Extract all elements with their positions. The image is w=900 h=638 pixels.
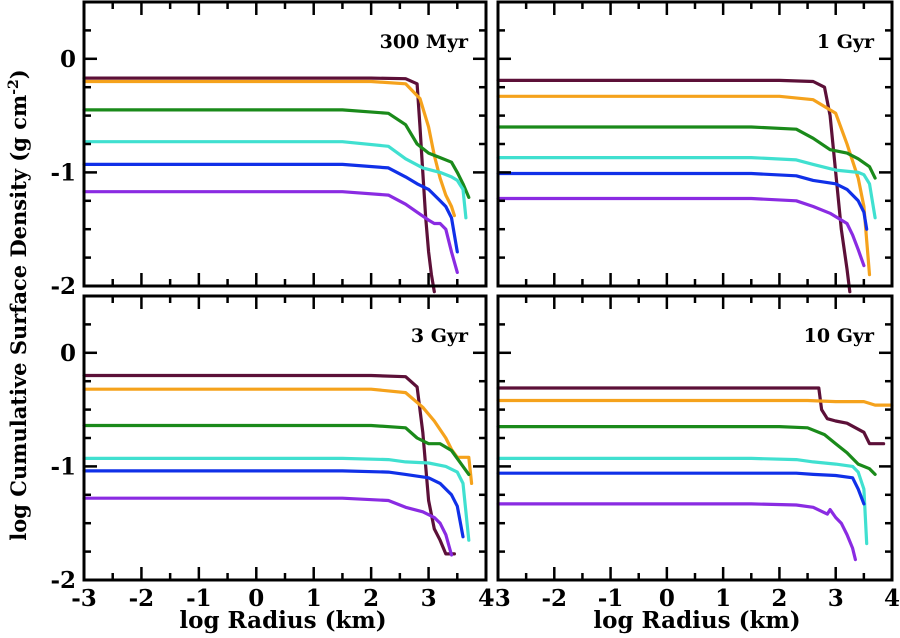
x-tick-label: 0 <box>248 585 264 612</box>
series-line-maroon-300-myr <box>82 76 436 294</box>
y-tick-label: 0 <box>60 340 76 367</box>
y-axis-label-text: log Cumulative Surface Density (g cm <box>6 95 31 541</box>
panel-title-1-gyr: 1 Gyr <box>817 31 875 53</box>
panel-title-3-gyr: 3 Gyr <box>411 325 469 347</box>
series-line-orange-300-myr <box>82 79 456 218</box>
series-line-cyan-10-gyr <box>496 456 869 546</box>
x-tick-label: -3 <box>485 585 511 612</box>
x-tick-label: 2 <box>363 585 379 612</box>
x-tick-label: -3 <box>71 585 97 612</box>
series-line-orange-10-gyr <box>496 398 894 407</box>
x-axis-label-right: log Radius (km) <box>593 607 800 634</box>
x-tick-label: 1 <box>715 585 731 612</box>
series-line-maroon-3-gyr <box>82 373 456 556</box>
series-line-orange-1-gyr <box>496 94 872 277</box>
x-tick-label: 4 <box>884 585 900 612</box>
series-line-cyan-3-gyr <box>82 456 471 542</box>
series-line-blue-3-gyr <box>82 469 465 539</box>
series-line-blue-10-gyr <box>496 471 866 506</box>
series-line-orange-3-gyr <box>82 387 474 485</box>
x-tick-label: 0 <box>659 585 675 612</box>
panel-3gyr: -2-10-3 -2 -1 0 1 2 3 43 Gyr <box>50 294 494 612</box>
series-line-cyan-1-gyr <box>496 156 877 220</box>
series-line-blue-1-gyr <box>496 171 869 231</box>
y-tick-label: -1 <box>50 159 76 186</box>
x-tick-label: -2 <box>542 585 568 612</box>
panel-10gyr: -3 -2 -1 0 1 2 3 4 10 Gyr <box>485 294 900 612</box>
panel-300myr: -2 -1 0 300 Myr <box>50 0 488 300</box>
x-tick-label: 3 <box>828 585 844 612</box>
y-axis-label-sup: -2 <box>6 79 22 95</box>
x-tick-label: 4 <box>478 585 494 612</box>
x-tick-label: -1 <box>598 585 624 612</box>
series-line-green-300-myr <box>82 108 471 199</box>
series-line-green-10-gyr <box>496 425 877 476</box>
series-line-maroon-1-gyr <box>496 78 852 294</box>
series-line-purple-10-gyr <box>496 502 858 562</box>
series-line-purple-1-gyr <box>496 196 866 268</box>
series-line-purple-300-myr <box>82 190 459 274</box>
series-line-blue-300-myr <box>82 162 459 254</box>
series-line-purple-3-gyr <box>82 496 454 557</box>
panel-1gyr: 1 Gyr <box>496 0 894 294</box>
y-axis-label-close: ) <box>6 69 31 79</box>
series-line-green-1-gyr <box>496 125 877 180</box>
y-tick-label: -1 <box>50 453 76 480</box>
x-tick-label: 3 <box>421 585 437 612</box>
x-tick-label: -2 <box>129 585 155 612</box>
series-line-maroon-10-gyr <box>496 386 886 446</box>
x-tick-label: -1 <box>186 585 212 612</box>
y-tick-label: -2 <box>50 567 76 594</box>
x-tick-label: 2 <box>771 585 787 612</box>
series-line-cyan-300-myr <box>82 140 468 220</box>
y-tick-label: -2 <box>50 273 76 300</box>
series-line-green-3-gyr <box>82 423 471 476</box>
panel-title-300-myr: 300 Myr <box>380 31 469 53</box>
x-axis-label-left: log Radius (km) <box>179 607 386 634</box>
y-axis-label: log Cumulative Surface Density (g cm-2) <box>6 69 31 540</box>
panel-title-10-gyr: 10 Gyr <box>804 325 875 347</box>
y-tick-label: 0 <box>60 46 76 73</box>
x-tick-label: 1 <box>306 585 322 612</box>
